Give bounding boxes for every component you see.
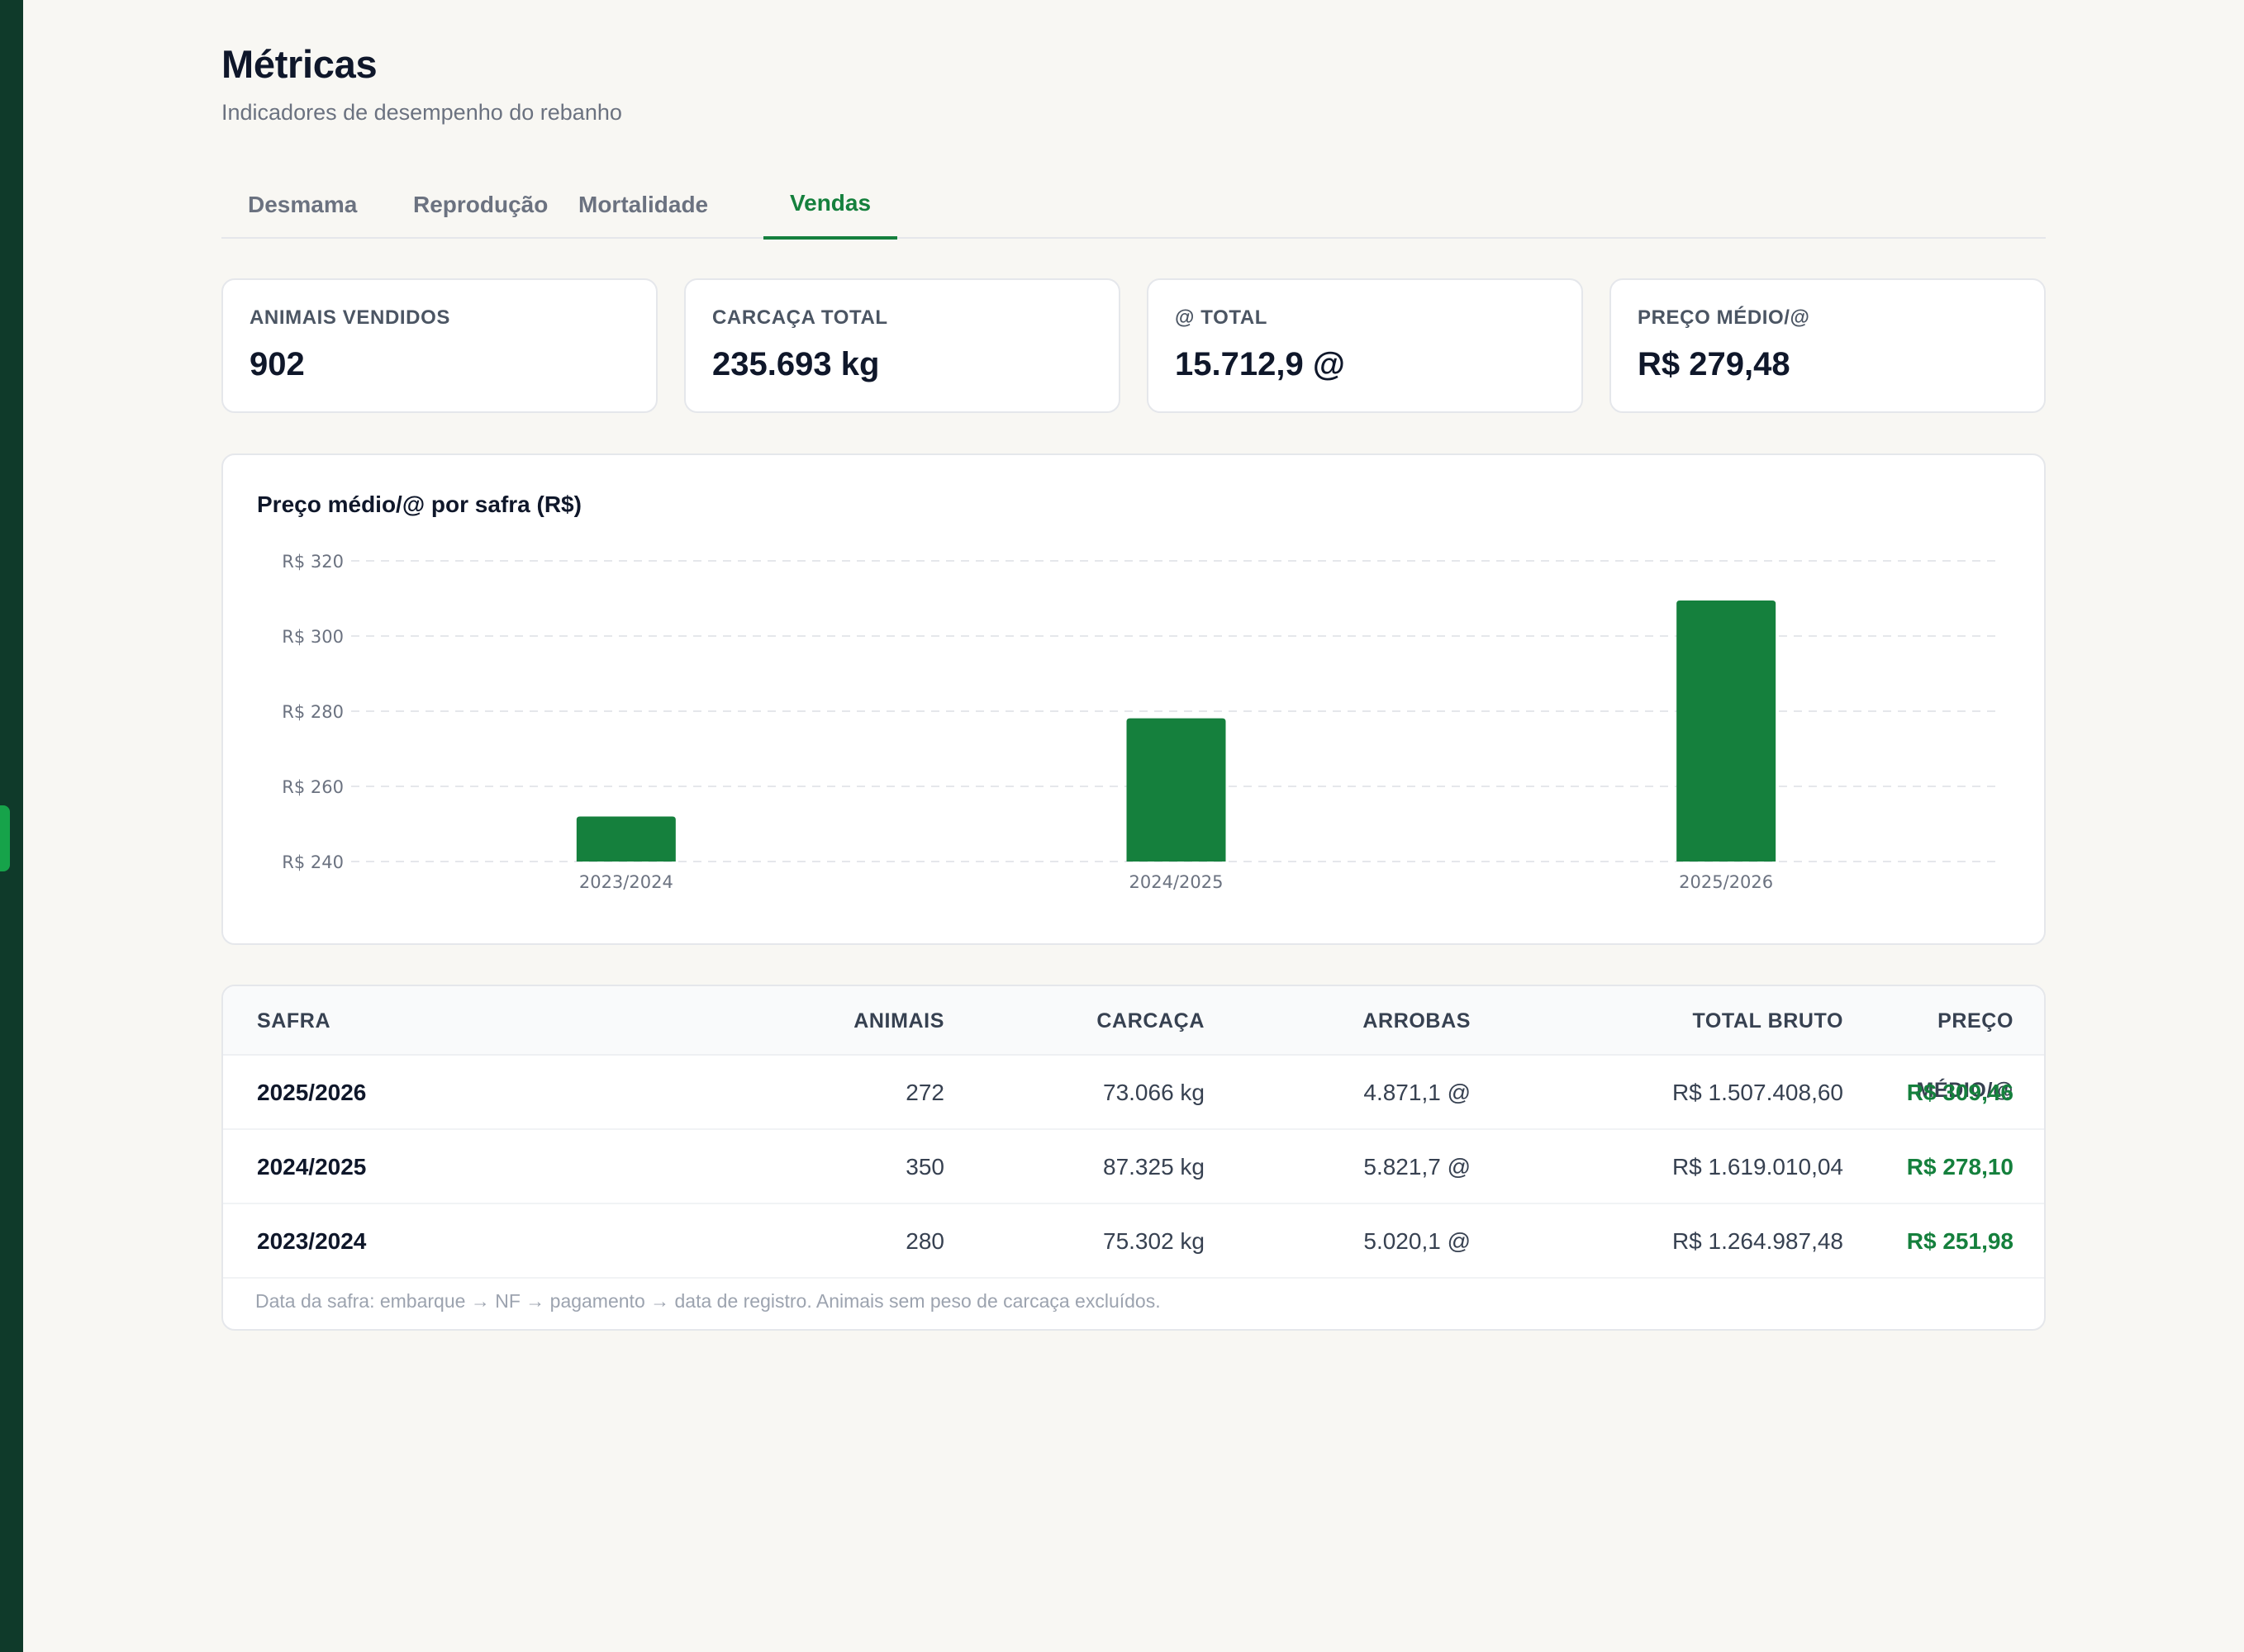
kpi-label: PREÇO MÉDIO/@ xyxy=(1638,306,1810,329)
y-tick-label: R$ 300 xyxy=(282,627,344,647)
x-tick-label: 2024/2025 xyxy=(1129,872,1224,892)
cell-total-bruto: R$ 1.264.987,48 xyxy=(1671,1228,1843,1254)
column-header-safra: SAFRA xyxy=(257,1009,331,1032)
chart-card: R$ 240 R$ 260 R$ 280 R$ 300 R$ 320 2023/2024 2… xyxy=(221,453,2046,945)
cell-arrobas: 5.020,1 @ xyxy=(1363,1228,1471,1254)
table-header: SAFRA ANIMAIS CARCAÇA ARROBAS TOTAL BRUT… xyxy=(223,986,2044,1102)
column-header-preco-medio: PREÇO MÉDIO/@ xyxy=(1916,1009,2013,1102)
kpi-value: 15.712,9 @ xyxy=(1175,346,1345,382)
cell-animais: 272 xyxy=(906,1080,944,1105)
sidebar xyxy=(0,0,23,1652)
cell-arrobas: 5.821,7 @ xyxy=(1363,1154,1471,1180)
column-header-arrobas: ARROBAS xyxy=(1362,1009,1471,1032)
tab-mortalidade[interactable]: Mortalidade xyxy=(578,191,709,217)
page-title: Métricas xyxy=(221,42,378,86)
cell-total-bruto: R$ 1.507.408,60 xyxy=(1671,1080,1843,1105)
chart-bar-2024/2025[interactable] xyxy=(1126,718,1226,862)
column-header-animais: ANIMAIS xyxy=(853,1009,944,1032)
cell-carcaca: 75.302 kg xyxy=(1103,1228,1205,1254)
tabs-bar: Desmama Reprodução Mortalidade Vendas xyxy=(221,170,2046,240)
cell-safra: 2025/2026 xyxy=(257,1080,367,1105)
cell-animais: 280 xyxy=(906,1228,944,1254)
y-tick-label: R$ 280 xyxy=(282,702,344,722)
chart-bar-2025/2026[interactable] xyxy=(1676,600,1776,862)
chart-title: Preço médio/@ por safra (R$) xyxy=(257,491,582,517)
cell-preco-medio: R$ 309,46 xyxy=(1906,1080,2013,1105)
table-row: 2025/2026 272 73.066 kg 4.871,1 @ R$ 1.5… xyxy=(223,1056,2044,1130)
x-tick-label: 2025/2026 xyxy=(1679,872,1773,892)
cell-preco-medio: R$ 278,10 xyxy=(1906,1154,2013,1180)
x-tick-label: 2023/2024 xyxy=(579,872,673,892)
kpi-card-preco-medio: PREÇO MÉDIO/@ R$ 279,48 xyxy=(1609,278,2046,413)
page-subtitle: Indicadores de desempenho do rebanho xyxy=(221,100,622,125)
column-header-carcaca: CARCAÇA xyxy=(1096,1009,1205,1032)
cell-preco-medio: R$ 251,98 xyxy=(1906,1228,2013,1254)
cell-safra: 2024/2025 xyxy=(257,1154,367,1180)
table-row: 2024/2025 350 87.325 kg 5.821,7 @ R$ 1.6… xyxy=(223,1130,2044,1204)
tab-desmama[interactable]: Desmama xyxy=(248,191,358,217)
kpi-card-carcaca-total: CARCAÇA TOTAL 235.693 kg xyxy=(684,278,1120,413)
table-footnote: Data da safra: embarque → NF → pagamento… xyxy=(255,1290,1161,1312)
sidebar-toggle-handle[interactable] xyxy=(0,805,10,871)
cell-safra: 2023/2024 xyxy=(257,1228,367,1254)
column-header-total-bruto: TOTAL BRUTO xyxy=(1692,1009,1843,1032)
kpi-label: CARCAÇA TOTAL xyxy=(712,306,888,329)
y-tick-label: R$ 320 xyxy=(282,552,344,572)
kpi-cards: ANIMAIS VENDIDOS 902 CARCAÇA TOTAL 235.6… xyxy=(221,278,2046,413)
cell-arrobas: 4.871,1 @ xyxy=(1363,1080,1471,1105)
kpi-label: ANIMAIS VENDIDOS xyxy=(250,306,450,329)
chart-bar-2023/2024[interactable] xyxy=(576,816,676,862)
cell-animais: 350 xyxy=(906,1154,944,1180)
kpi-value: 235.693 kg xyxy=(712,346,880,382)
kpi-card-arroba-total: @ TOTAL 15.712,9 @ xyxy=(1147,278,1583,413)
y-tick-label: R$ 240 xyxy=(282,852,344,872)
y-tick-label: R$ 260 xyxy=(282,777,344,797)
table-row: 2023/2024 280 75.302 kg 5.020,1 @ R$ 1.2… xyxy=(223,1204,2044,1279)
tab-reproducao[interactable]: Reprodução xyxy=(413,191,549,217)
cell-carcaca: 73.066 kg xyxy=(1103,1080,1205,1105)
kpi-label: @ TOTAL xyxy=(1175,306,1268,329)
cell-total-bruto: R$ 1.619.010,04 xyxy=(1671,1154,1843,1180)
cell-carcaca: 87.325 kg xyxy=(1103,1154,1205,1180)
kpi-card-animais-vendidos: ANIMAIS VENDIDOS 902 xyxy=(221,278,658,413)
kpi-value: 902 xyxy=(250,346,305,382)
sales-table: SAFRA ANIMAIS CARCAÇA ARROBAS TOTAL BRUT… xyxy=(221,985,2046,1331)
kpi-value: R$ 279,48 xyxy=(1638,346,1790,382)
price-chart: R$ 240 R$ 260 R$ 280 R$ 300 R$ 320 2023/2024 2… xyxy=(282,552,2001,892)
tab-vendas[interactable]: Vendas xyxy=(763,170,898,240)
